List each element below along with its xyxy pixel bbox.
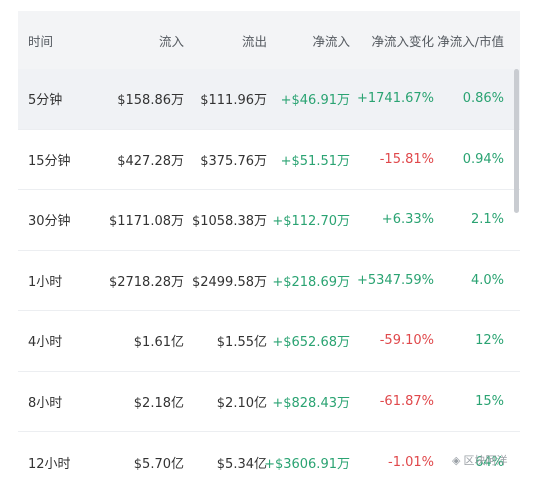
header-time[interactable]: 时间 bbox=[28, 33, 54, 49]
cell-net-inflow: +$112.70万 bbox=[272, 214, 350, 230]
cell-net-change: +5347.59% bbox=[356, 272, 434, 288]
fund-flow-table: 时间 流入 流出 净流入 净流入变化 净流入/市值 5分钟 $158.86万 $… bbox=[18, 11, 520, 493]
cell-time: 30分钟 bbox=[28, 214, 71, 230]
cell-net-change: +6.33% bbox=[381, 212, 434, 228]
cell-net-inflow: +$3606.91万 bbox=[264, 456, 350, 472]
header-outflow[interactable]: 流出 bbox=[241, 33, 267, 49]
cell-outflow: $1.55亿 bbox=[216, 335, 267, 351]
table-row[interactable]: 30分钟 $1171.08万 $1058.38万 +$112.70万 +6.33… bbox=[18, 190, 520, 251]
cell-inflow: $2718.28万 bbox=[108, 274, 184, 290]
header-net-change[interactable]: 净流入变化 bbox=[371, 33, 434, 49]
cell-net-to-mcap: 15% bbox=[475, 393, 504, 409]
cell-outflow: $375.76万 bbox=[200, 153, 267, 169]
cell-net-to-mcap: 12% bbox=[475, 333, 504, 349]
table-row[interactable]: 15分钟 $427.28万 $375.76万 +$51.51万 -15.81% … bbox=[18, 130, 520, 190]
cell-time: 5分钟 bbox=[28, 93, 63, 109]
cell-net-to-mcap: 64% bbox=[475, 454, 504, 470]
table-row[interactable]: 8小时 $2.18亿 $2.10亿 +$828.43万 -61.87% 15% bbox=[18, 372, 520, 432]
header-inflow[interactable]: 流入 bbox=[158, 33, 184, 49]
cell-net-to-mcap: 0.86% bbox=[462, 91, 504, 107]
cell-inflow: $1.61亿 bbox=[133, 335, 184, 351]
cell-outflow: $1058.38万 bbox=[191, 214, 267, 230]
cell-outflow: $5.34亿 bbox=[216, 456, 267, 472]
cell-inflow: $158.86万 bbox=[117, 93, 184, 109]
watermark-text: 区块阿洋 bbox=[463, 454, 508, 467]
cell-time: 15分钟 bbox=[28, 153, 71, 169]
header-net-inflow[interactable]: 净流入 bbox=[312, 33, 350, 49]
cell-net-inflow: +$51.51万 bbox=[280, 153, 350, 169]
cell-inflow: $1171.08万 bbox=[108, 214, 184, 230]
cell-net-change: +1741.67% bbox=[356, 91, 434, 107]
table-header: 时间 流入 流出 净流入 净流入变化 净流入/市值 bbox=[18, 11, 520, 69]
cell-net-to-mcap: 0.94% bbox=[462, 151, 504, 167]
cell-net-inflow: +$46.91万 bbox=[280, 93, 350, 109]
cell-inflow: $427.28万 bbox=[117, 153, 184, 169]
cell-net-to-mcap: 2.1% bbox=[470, 212, 504, 228]
cell-time: 1小时 bbox=[28, 274, 63, 290]
cell-net-change: -59.10% bbox=[379, 333, 434, 349]
header-net-to-mcap[interactable]: 净流入/市值 bbox=[437, 33, 504, 49]
cell-net-change: -1.01% bbox=[388, 454, 434, 470]
cell-time: 4小时 bbox=[28, 335, 63, 351]
cell-net-inflow: +$652.68万 bbox=[272, 335, 350, 351]
table-scrollbar[interactable] bbox=[514, 69, 519, 213]
cell-net-inflow: +$218.69万 bbox=[272, 274, 350, 290]
cell-outflow: $2499.58万 bbox=[191, 274, 267, 290]
cell-net-to-mcap: 4.0% bbox=[470, 272, 504, 288]
cell-net-change: -15.81% bbox=[379, 151, 434, 167]
wechat-icon: ◈ bbox=[452, 453, 461, 467]
cell-net-change: -61.87% bbox=[379, 393, 434, 409]
cell-time: 12小时 bbox=[28, 456, 71, 472]
table-row[interactable]: 4小时 $1.61亿 $1.55亿 +$652.68万 -59.10% 12% bbox=[18, 311, 520, 372]
cell-outflow: $2.10亿 bbox=[216, 395, 267, 411]
cell-time: 8小时 bbox=[28, 395, 63, 411]
watermark: ◈ 区块阿洋 bbox=[452, 452, 507, 468]
table-row[interactable]: 12小时 $5.70亿 $5.34亿 +$3606.91万 -1.01% 64% bbox=[18, 432, 520, 493]
table-row[interactable]: 1小时 $2718.28万 $2499.58万 +$218.69万 +5347.… bbox=[18, 251, 520, 311]
cell-inflow: $2.18亿 bbox=[133, 395, 184, 411]
cell-net-inflow: +$828.43万 bbox=[272, 395, 350, 411]
cell-inflow: $5.70亿 bbox=[133, 456, 184, 472]
table-row[interactable]: 5分钟 $158.86万 $111.96万 +$46.91万 +1741.67%… bbox=[18, 69, 520, 130]
cell-outflow: $111.96万 bbox=[200, 93, 267, 109]
